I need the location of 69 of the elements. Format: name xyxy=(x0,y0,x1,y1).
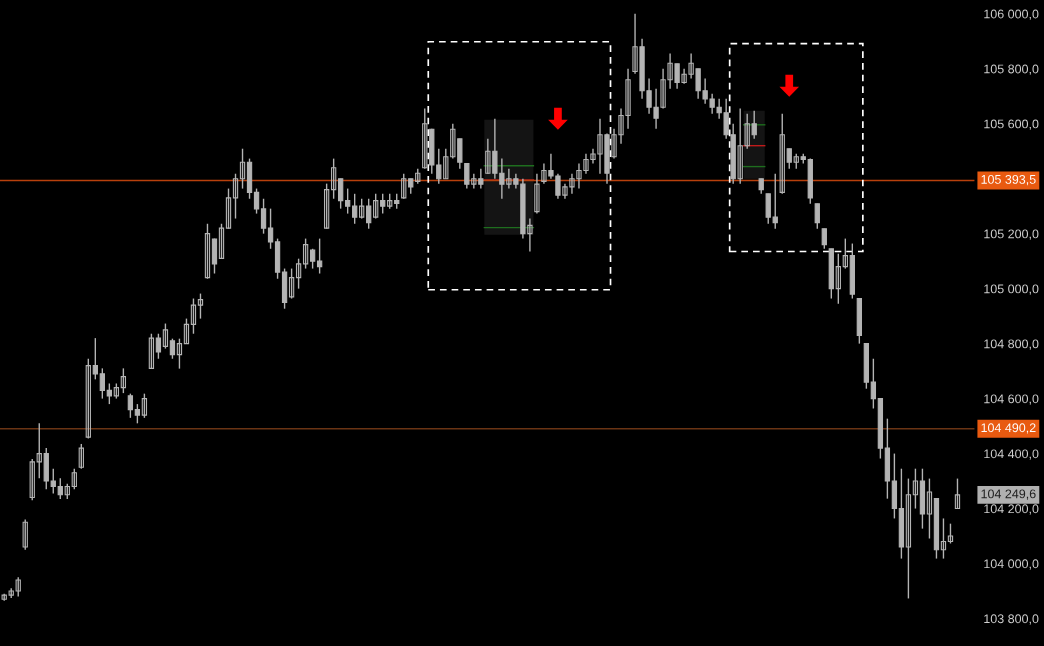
y-tick-label: 104 000,0 xyxy=(984,559,1039,570)
candlestick xyxy=(169,337,176,360)
candlestick xyxy=(267,207,274,250)
text: 104 249,6 xyxy=(981,489,1036,500)
candlestick xyxy=(821,228,827,250)
candlestick xyxy=(183,317,190,345)
candlestick xyxy=(842,237,848,270)
candlestick xyxy=(92,337,98,381)
candlestick xyxy=(534,173,540,215)
candlestick xyxy=(316,237,323,275)
candlestick xyxy=(947,522,954,545)
y-tick-label: 104 200,0 xyxy=(984,504,1039,515)
candlestick xyxy=(204,223,211,280)
candlestick xyxy=(176,337,183,370)
candlestick xyxy=(905,477,912,600)
y-tick-label: 104 400,0 xyxy=(984,449,1039,460)
y-tick-label: 103 800,0 xyxy=(984,614,1039,625)
candlestick xyxy=(148,333,155,370)
candlestick xyxy=(225,187,232,230)
candlestick xyxy=(302,237,309,270)
candlestick xyxy=(295,257,302,290)
candlestick xyxy=(57,477,63,500)
candlestick xyxy=(50,467,56,495)
candlestick xyxy=(373,193,379,220)
candlestick xyxy=(134,403,141,425)
candlestick xyxy=(323,182,330,230)
candlestick xyxy=(253,187,260,215)
ref-line-label: 104 490,2 xyxy=(981,423,1036,434)
candlestick xyxy=(380,193,386,215)
y-tick-label: 105 000,0 xyxy=(984,284,1039,295)
candlestick xyxy=(232,173,239,220)
candlestick xyxy=(218,223,225,260)
candlestick xyxy=(260,198,267,235)
candlestick xyxy=(870,358,877,410)
candlestick xyxy=(954,477,961,510)
candlestick xyxy=(940,517,947,560)
ref-line-label: 105 393,5 xyxy=(981,174,1036,186)
candlestick xyxy=(401,173,407,200)
candlestick xyxy=(330,157,337,200)
candlestick xyxy=(359,198,365,220)
candlestick xyxy=(337,177,344,210)
y-tick-label: 106 000,0 xyxy=(984,9,1039,20)
candlestick xyxy=(309,248,316,270)
candlestick xyxy=(912,467,919,510)
candlestick xyxy=(926,477,933,540)
candlestick xyxy=(162,322,169,350)
y-tick-label: 105 200,0 xyxy=(984,229,1039,240)
y-tick-label: 104 600,0 xyxy=(984,394,1039,405)
candlestick xyxy=(141,392,148,419)
candlestick xyxy=(71,467,77,491)
y-tick-label: 104 800,0 xyxy=(984,339,1039,350)
candlestick xyxy=(239,148,246,190)
candlestick xyxy=(99,367,105,400)
candlestick xyxy=(814,203,820,230)
candlestick xyxy=(78,443,84,470)
candlestick xyxy=(345,187,351,215)
y-tick-label: 105 600,0 xyxy=(984,119,1039,130)
candlestick xyxy=(120,367,127,394)
candlestick xyxy=(352,193,358,225)
candlestick xyxy=(190,297,197,335)
candlestick xyxy=(366,198,372,230)
candlestick xyxy=(835,253,841,305)
y-tick-label: 105 800,0 xyxy=(984,64,1039,75)
candlestick xyxy=(155,333,162,360)
candlestick xyxy=(85,358,91,440)
candlestick xyxy=(288,267,295,300)
candlestick xyxy=(197,292,204,320)
candlestick xyxy=(127,392,134,419)
candlestick xyxy=(22,518,28,551)
